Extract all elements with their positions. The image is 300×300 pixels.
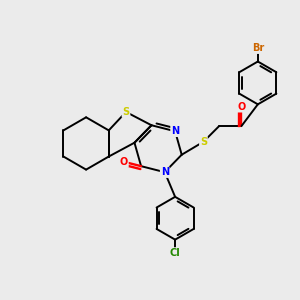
Text: S: S <box>122 107 130 117</box>
Text: N: N <box>161 167 169 177</box>
Text: Br: Br <box>252 43 264 53</box>
Text: O: O <box>120 157 128 167</box>
Text: N: N <box>171 126 179 136</box>
Text: Cl: Cl <box>170 248 181 258</box>
Text: S: S <box>200 137 207 147</box>
Text: O: O <box>237 102 246 112</box>
